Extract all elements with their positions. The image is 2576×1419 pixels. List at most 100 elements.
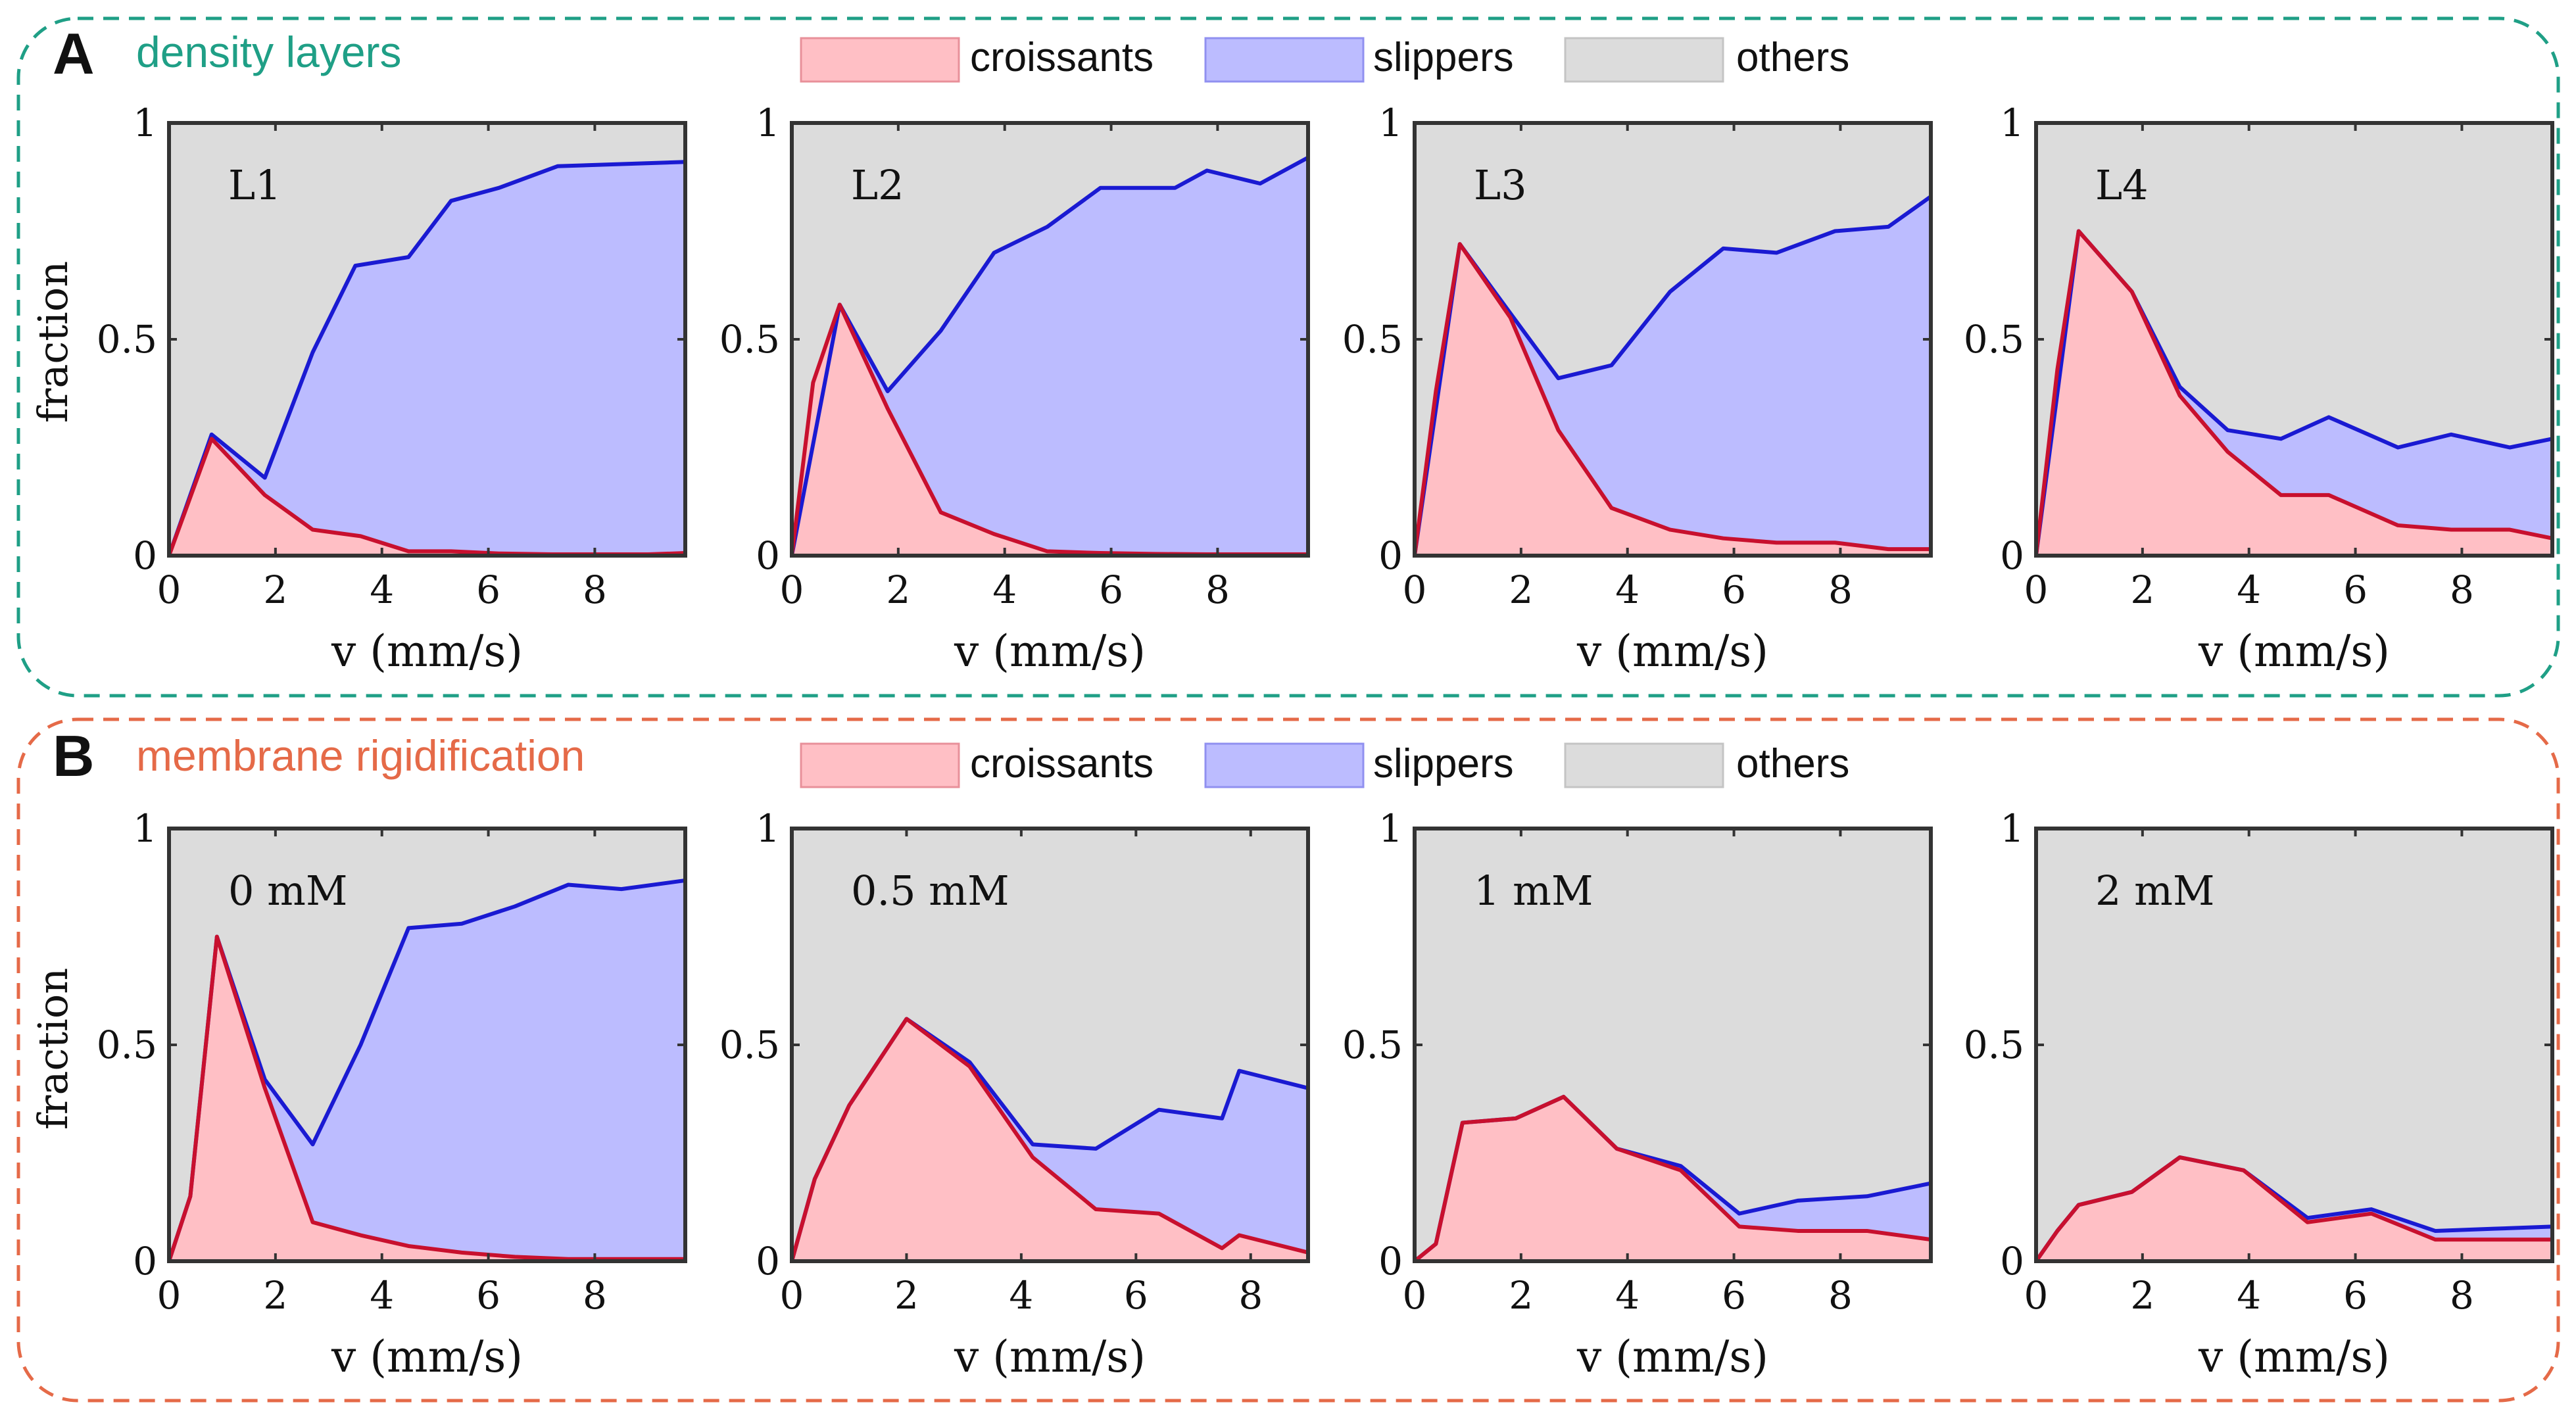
subplot-label: L4 <box>2095 161 2149 209</box>
x-tick-label: 6 <box>476 1273 500 1318</box>
subplot: 0 2 4 6 8 0 0.5 1 v (mm/s) 0.5 mM <box>719 806 1310 1382</box>
y-tick-label: 1 <box>1378 806 1403 851</box>
x-tick-label: 8 <box>1828 1273 1853 1318</box>
y-tick-label: 0.5 <box>719 317 780 362</box>
y-tick-label: 0.5 <box>1342 317 1403 362</box>
x-axis-label: v (mm/s) <box>954 1332 1146 1382</box>
croissants-area <box>169 439 685 556</box>
legend-swatch-slippers <box>1204 37 1365 83</box>
panel-a-title: density layers <box>136 28 402 76</box>
subplot: 0 2 4 6 8 0 0.5 1 v (mm/s) L1 <box>97 101 687 677</box>
x-tick-label: 2 <box>886 567 910 612</box>
croissants-line <box>1413 1094 1932 1263</box>
legend-label-croissants: croissants <box>970 741 1154 786</box>
x-tick-label: 4 <box>1615 567 1640 612</box>
y-tick-label: 0.5 <box>97 317 157 362</box>
legend-label-croissants: croissants <box>970 35 1154 80</box>
x-tick-label: 4 <box>2237 567 2261 612</box>
slippers-line <box>790 156 1309 556</box>
subplot: 0 2 4 6 8 0 0.5 1 v (mm/s) L3 <box>1342 101 1933 677</box>
y-tick-label: 1 <box>756 101 780 145</box>
subplot: 0 2 4 6 8 0 0.5 1 v (mm/s) 2 mM <box>1964 806 2554 1382</box>
croissants-line <box>790 1017 1309 1262</box>
croissants-area <box>1415 1096 1931 1261</box>
legend-swatch-croissants <box>800 37 960 83</box>
x-tick-label: 6 <box>1722 1273 1746 1318</box>
croissants-area <box>792 1019 1308 1261</box>
legend-b: croissants slippers others <box>800 741 1849 788</box>
subplot-label: L3 <box>1474 161 1527 209</box>
subplot: 0 2 4 6 8 0 0.5 1 v (mm/s) 1 mM <box>1342 806 1933 1382</box>
slippers-line <box>167 160 686 556</box>
x-tick-label: 0 <box>2024 567 2049 612</box>
y-tick-label: 0 <box>756 1239 780 1284</box>
legend-label-others: others <box>1736 35 1849 80</box>
panel-a-frame <box>16 16 2560 698</box>
x-tick-label: 8 <box>583 1273 607 1318</box>
x-axis-label: v (mm/s) <box>331 1332 523 1382</box>
subplot-label: 2 mM <box>2095 867 2214 915</box>
slippers-area <box>169 162 685 556</box>
subplot-label: 1 mM <box>1474 867 1593 915</box>
x-tick-label: 6 <box>2343 567 2368 612</box>
croissants-line <box>2034 1155 2552 1263</box>
x-tick-label: 0 <box>780 567 804 612</box>
y-axis-label-a: fraction <box>29 261 77 423</box>
y-tick-label: 0 <box>2000 1239 2024 1284</box>
x-tick-label: 0 <box>2024 1273 2049 1318</box>
croissants-line <box>2034 229 2553 556</box>
y-tick-label: 0.5 <box>1964 1022 2024 1067</box>
panel-b-title: membrane rigidification <box>136 731 585 780</box>
panel-b-letter: B <box>53 723 95 788</box>
croissants-area <box>792 304 1308 556</box>
x-tick-label: 4 <box>370 1273 394 1318</box>
x-tick-label: 6 <box>476 567 500 612</box>
legend-swatch-others <box>1564 742 1724 788</box>
x-tick-label: 0 <box>157 567 182 612</box>
x-tick-label: 4 <box>992 567 1017 612</box>
x-tick-label: 6 <box>1099 567 1123 612</box>
x-tick-label: 8 <box>583 567 607 612</box>
y-axis-label-b: fraction <box>29 968 77 1130</box>
x-tick-label: 8 <box>2450 1273 2474 1318</box>
slippers-area <box>169 880 685 1261</box>
y-tick-label: 1 <box>133 806 157 851</box>
y-tick-label: 0.5 <box>1342 1022 1403 1067</box>
x-tick-label: 4 <box>1009 1273 1033 1318</box>
legend-label-others: others <box>1736 741 1849 786</box>
subplot: 0 2 4 6 8 0 0.5 1 v (mm/s) L4 <box>1964 101 2554 677</box>
croissants-area <box>2036 231 2552 556</box>
croissants-area <box>1415 244 1931 556</box>
y-tick-label: 0 <box>2000 533 2024 578</box>
legend-label-slippers: slippers <box>1373 741 1514 786</box>
y-tick-label: 1 <box>756 806 780 851</box>
x-tick-label: 0 <box>157 1273 182 1318</box>
x-tick-label: 2 <box>1509 1273 1533 1318</box>
subplot-label: 0 mM <box>228 867 347 915</box>
y-tick-label: 1 <box>2000 101 2024 145</box>
x-tick-label: 2 <box>894 1273 919 1318</box>
y-tick-label: 0 <box>1378 533 1403 578</box>
x-axis-label: v (mm/s) <box>2198 1332 2390 1382</box>
x-axis-label: v (mm/s) <box>1576 1332 1768 1382</box>
x-tick-label: 6 <box>1124 1273 1148 1318</box>
x-tick-label: 2 <box>263 1273 287 1318</box>
y-tick-label: 0 <box>133 1239 157 1284</box>
y-tick-label: 0 <box>756 533 780 578</box>
x-axis-label: v (mm/s) <box>1576 626 1768 677</box>
subplots: 0 2 4 6 8 0 0.5 1 v (mm/s) L1 0 2 4 6 8 0 0.5 1 v (mm/s) L2… <box>97 101 2554 1382</box>
legend-label-slippers: slippers <box>1373 35 1514 80</box>
panel-b-frame <box>16 717 2560 1403</box>
slippers-area <box>792 157 1308 556</box>
x-tick-label: 2 <box>263 567 287 612</box>
x-axis-label: v (mm/s) <box>2198 626 2390 677</box>
y-tick-label: 0.5 <box>1964 317 2024 362</box>
x-tick-label: 2 <box>1509 567 1533 612</box>
y-tick-label: 0.5 <box>97 1022 157 1067</box>
subplot-label: L2 <box>851 161 904 209</box>
subplot: 0 2 4 6 8 0 0.5 1 v (mm/s) 0 mM <box>97 806 687 1382</box>
legend-swatch-others <box>1564 37 1724 83</box>
x-tick-label: 0 <box>1403 567 1427 612</box>
y-tick-label: 0 <box>133 533 157 578</box>
